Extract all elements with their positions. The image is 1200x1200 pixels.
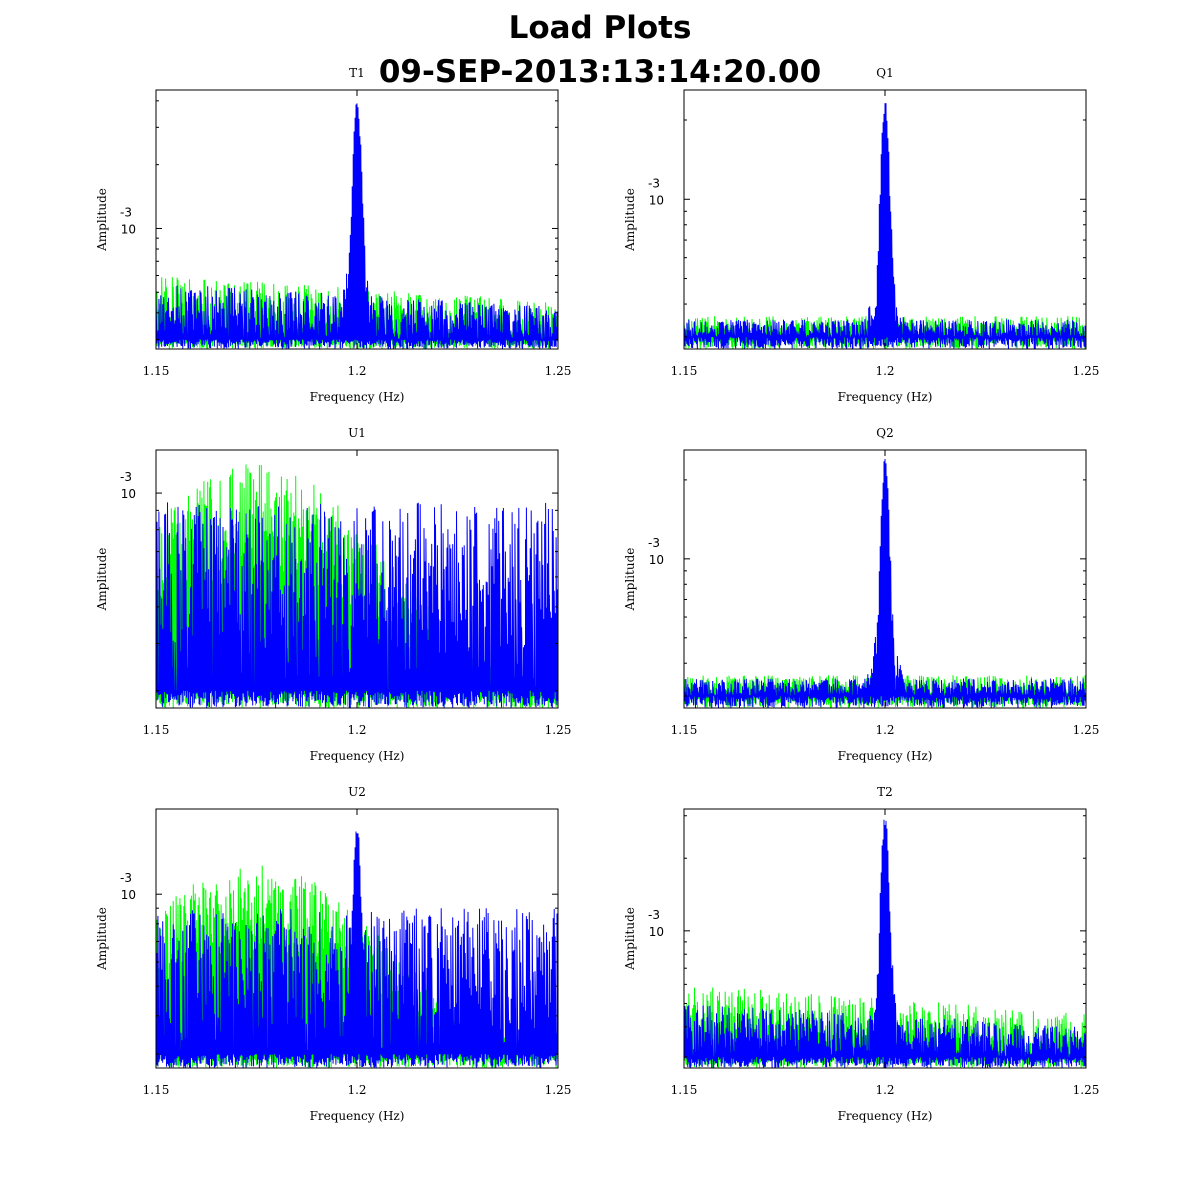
x-tick-label: 1.25 [545,1083,572,1097]
x-axis-label: Frequency (Hz) [310,749,405,763]
x-axis-label: Frequency (Hz) [838,1109,933,1123]
y-axis-label: Amplitude [623,907,637,971]
x-tick-label: 1.25 [1073,723,1100,737]
blue-series-line [683,458,1087,708]
x-tick-label: 1.15 [671,723,698,737]
x-tick-label: 1.15 [143,723,170,737]
x-axis-label: Frequency (Hz) [838,749,933,763]
plot-q1: 1.15 1.2 1.25 10 -3 Q1 Frequency (Hz) Amplitude [623,66,1099,404]
x-axis-label: Frequency (Hz) [838,390,933,404]
plot-title: Q2 [876,426,893,440]
blue-series-line [683,103,1087,349]
plot-t1: 1.15 1.2 1.25 10 -3 T1 Frequency (Hz) Amplitude [95,66,571,404]
x-tick-label: 1.2 [347,723,366,737]
blue-series-line [155,103,559,349]
x-tick-label: 1.15 [671,364,698,378]
y-axis-label: Amplitude [623,188,637,252]
x-tick-label: 1.2 [875,1083,894,1097]
x-tick-label: 1.25 [545,723,572,737]
y-tick-exponent: -3 [648,176,660,190]
y-tick-label: 10 [121,222,136,236]
page-title: Load Plots [508,10,692,46]
y-axis-label: Amplitude [95,907,109,971]
plot-title: T1 [349,66,365,80]
x-axis-label: Frequency (Hz) [310,390,405,404]
blue-series-line [683,819,1087,1068]
blue-series-line [155,502,559,708]
x-tick-label: 1.2 [347,1083,366,1097]
y-tick-label: 10 [649,553,664,567]
y-tick-label: 10 [649,193,664,207]
x-tick-label: 1.25 [1073,364,1100,378]
y-tick-label: 10 [649,925,664,939]
x-tick-label: 1.2 [347,364,366,378]
x-tick-label: 1.15 [671,1083,698,1097]
plot-q2: 1.15 1.2 1.25 10 -3 Q2 Frequency (Hz) Amplitude [623,426,1099,763]
y-tick-exponent: -3 [120,871,132,885]
y-axis-label: Amplitude [95,188,109,252]
plot-u2: 1.15 1.2 1.25 10 -3 U2 Frequency (Hz) Amplitude [95,785,571,1123]
y-tick-label: 10 [121,487,136,501]
page-subtitle-timestamp: 09-SEP-2013:13:14:20.00 [378,54,822,90]
plot-title: U1 [348,426,366,440]
y-axis-label: Amplitude [95,548,109,612]
x-tick-label: 1.2 [875,364,894,378]
y-axis-label: Amplitude [623,548,637,612]
x-tick-label: 1.15 [143,364,170,378]
plot-title: Q1 [876,66,893,80]
y-tick-label: 10 [121,888,136,902]
x-tick-label: 1.2 [875,723,894,737]
y-tick-exponent: -3 [648,536,660,550]
y-tick-exponent: -3 [648,908,660,922]
plot-title: U2 [348,785,366,799]
plot-u1: 1.15 1.2 1.25 10 -3 U1 Frequency (Hz) Amplitude [95,426,571,763]
x-tick-label: 1.25 [1073,1083,1100,1097]
x-tick-label: 1.25 [545,364,572,378]
plot-t2: 1.15 1.2 1.25 10 -3 T2 Frequency (Hz) Amplitude [623,785,1099,1123]
blue-series-line [155,831,559,1068]
plot-title: T2 [877,785,893,799]
y-tick-exponent: -3 [120,470,132,484]
y-tick-exponent: -3 [120,205,132,219]
x-axis-label: Frequency (Hz) [310,1109,405,1123]
x-tick-label: 1.15 [143,1083,170,1097]
